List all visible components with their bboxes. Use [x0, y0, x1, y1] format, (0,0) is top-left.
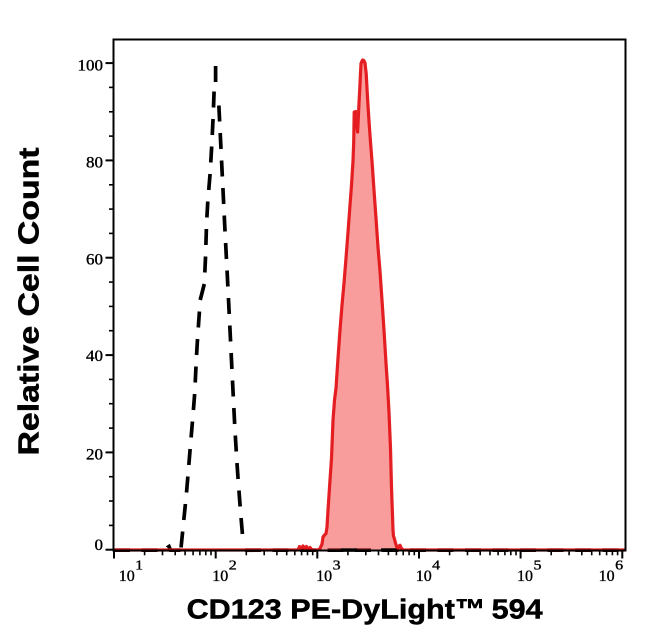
svg-text:80: 80: [86, 154, 103, 171]
svg-text:10: 10: [416, 568, 432, 585]
svg-text:6: 6: [615, 557, 623, 572]
svg-text:Relative Cell Count: Relative Cell Count: [14, 147, 46, 455]
svg-text:CD123 PE-DyLight™ 594: CD123 PE-DyLight™ 594: [187, 594, 543, 625]
svg-text:5: 5: [534, 557, 542, 572]
svg-text:40: 40: [86, 348, 103, 365]
svg-text:0: 0: [95, 537, 104, 554]
svg-text:3: 3: [333, 557, 341, 572]
svg-text:2: 2: [229, 557, 237, 572]
svg-text:10: 10: [212, 568, 228, 585]
svg-text:60: 60: [86, 252, 103, 269]
svg-text:10: 10: [517, 568, 533, 585]
svg-text:1: 1: [135, 557, 143, 572]
svg-text:4: 4: [432, 557, 440, 572]
svg-text:20: 20: [86, 447, 103, 464]
svg-text:10: 10: [119, 568, 135, 585]
svg-text:100: 100: [78, 57, 104, 74]
svg-text:10: 10: [599, 568, 615, 585]
svg-text:10: 10: [316, 568, 332, 585]
